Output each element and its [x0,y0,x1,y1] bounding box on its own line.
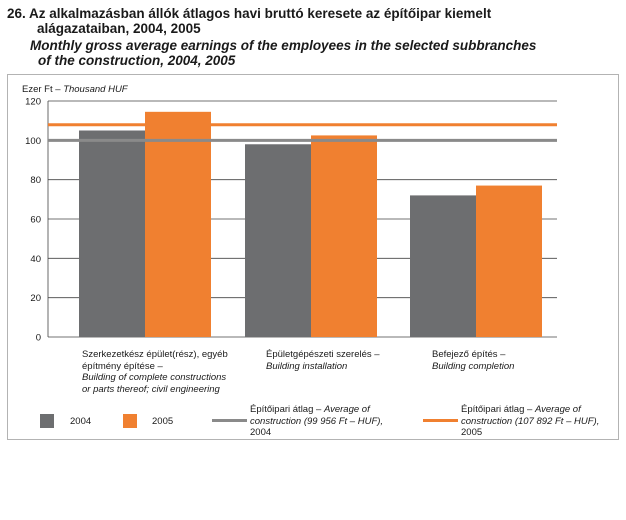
chart-title-english: Monthly gross average earnings of the em… [30,38,620,68]
category-3-hu: Befejező építés – [432,349,506,360]
legend-label-2004: 2004 [70,416,92,427]
bar-2005-cat1 [145,111,211,337]
legend-avg2005-year: 2005 [461,427,483,438]
legend-line-avg-2004 [212,419,247,422]
legend-swatch-2005 [123,414,137,428]
legend-avg2004-en: Average of construction (99 956 Ft – HUF… [250,404,384,427]
category-label-1: Szerkezetkész épület(rész), egyéb építmé… [82,349,232,395]
category-label-3: Befejező építés – Building completion [432,349,572,372]
legend-avg2004-year: 2004 [250,427,272,438]
title-hu-line1: 26. Az alkalmazásban állók átlagos havi … [7,6,492,21]
y-tick-label-40: 40 [30,254,41,265]
category-1-en: Building of complete constructions or pa… [82,372,227,395]
title-en-line2: of the construction, 2004, 2005 [38,53,236,68]
category-2-en: Building installation [266,360,348,372]
category-2-hu: Épületgépészeti szerelés – [266,349,380,360]
y-tick-label-60: 60 [30,215,41,226]
y-tick-label-80: 80 [30,175,41,186]
y-tick-label-0: 0 [36,333,41,344]
legend-avg2004-hu: Építőipari átlag – [250,404,324,415]
unit-en: Thousand HUF [63,84,128,95]
legend-label-avg-2005: Építőipari átlag – Average of constructi… [461,404,621,439]
legend-label-avg-2004: Építőipari átlag – Average of constructi… [250,404,420,439]
chart-frame [7,74,619,440]
bar-2004-cat3 [410,195,476,337]
bar-2004-cat2 [245,144,311,337]
unit-hu: Ezer Ft – [22,84,64,95]
legend-swatch-2004 [40,414,54,428]
legend-label-2005: 2005 [152,416,174,427]
y-tick-label-20: 20 [30,293,41,304]
y-tick-label-120: 120 [25,97,41,108]
bar-2005-cat2 [311,135,377,337]
title-en-line1: Monthly gross average earnings of the em… [30,38,537,53]
bar-2005-cat3 [476,185,542,337]
y-tick-label-100: 100 [25,136,41,147]
category-1-hu: Szerkezetkész épület(rész), egyéb építmé… [82,349,228,372]
y-axis-unit-label: Ezer Ft – Thousand HUF [22,84,128,95]
bar-2004-cat1 [79,130,145,337]
legend-avg2005-hu: Építőipari átlag – [461,404,535,415]
category-3-en: Building completion [432,360,515,372]
chart-title-hungarian: 26. Az alkalmazásban állók átlagos havi … [7,6,617,36]
title-hu-line2: alágazataiban, 2004, 2005 [37,21,201,36]
legend-avg2005-en: Average of construction (107 892 Ft – HU… [461,404,600,427]
category-label-2: Épületgépészeti szerelés – Building inst… [266,349,386,372]
legend-line-avg-2005 [423,419,458,422]
